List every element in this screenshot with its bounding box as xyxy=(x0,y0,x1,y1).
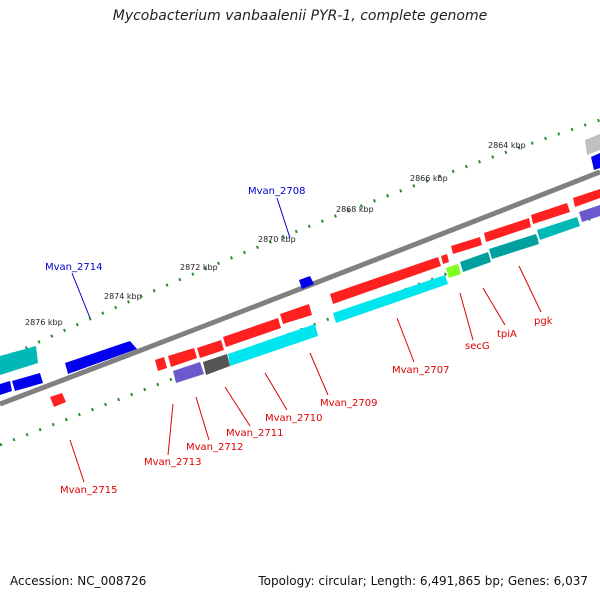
tick-label-2874: 2874 kbp xyxy=(104,292,142,301)
tick-label-2866: 2866 kbp xyxy=(410,174,448,183)
leader-lines-blue xyxy=(71,197,291,319)
gene-label-mvan-2710: Mvan_2710 xyxy=(265,413,322,424)
gene-mvan-2707-block xyxy=(330,257,441,304)
map-title: Mycobacterium vanbaalenii PYR-1, complet… xyxy=(112,8,488,24)
gene-red-3 xyxy=(451,237,482,254)
gene-label-pgk: pgk xyxy=(534,316,553,327)
gene-label-tpia: tpiA xyxy=(497,329,517,340)
gene-teal-1 xyxy=(460,252,491,272)
gene-cyan-1 xyxy=(333,275,448,323)
gene-label-mvan-2713: Mvan_2713 xyxy=(144,457,201,468)
gene-slate-right xyxy=(579,205,600,222)
gene-green-small xyxy=(446,264,461,278)
tick-label-2876: 2876 kbp xyxy=(25,318,63,327)
gene-red-mid-3 xyxy=(197,340,224,358)
gene-label-mvan-2714: Mvan_2714 xyxy=(45,262,102,273)
tick-label-2870: 2870 kbp xyxy=(258,235,296,244)
gene-teal-2 xyxy=(489,234,539,259)
genome-summary: Topology: circular; Length: 6,491,865 bp… xyxy=(258,574,588,588)
gene-label-mvan-2707: Mvan_2707 xyxy=(392,365,449,376)
gene-cyan-left xyxy=(0,346,38,375)
gene-red-2715 xyxy=(50,393,66,407)
gene-blue-2714 xyxy=(65,341,137,374)
gene-label-mvan-2711: Mvan_2711 xyxy=(226,428,283,439)
gene-cyan-mid xyxy=(228,324,318,366)
gene-red-5 xyxy=(531,203,570,224)
gene-red-4 xyxy=(484,218,531,242)
gene-slate-mid xyxy=(173,362,204,383)
gene-red-6 xyxy=(573,189,600,207)
gene-label-mvan-2708: Mvan_2708 xyxy=(248,186,305,197)
gene-red-mid-5 xyxy=(155,357,167,371)
leader-lines xyxy=(69,265,542,483)
gene-label-mvan-2712: Mvan_2712 xyxy=(186,442,243,453)
gene-red-mid-4 xyxy=(168,348,197,367)
tick-label-2864: 2864 kbp xyxy=(488,141,526,150)
accession-label: Accession: NC_008726 xyxy=(10,574,147,588)
genome-backbone xyxy=(0,169,600,407)
gene-blue-2708 xyxy=(299,276,314,289)
gene-teal-3 xyxy=(537,217,580,240)
gene-blue-left-2 xyxy=(0,381,12,395)
gene-red-mid-1 xyxy=(223,318,281,347)
outer-dotted-arc xyxy=(0,118,600,362)
gene-blue-left-1 xyxy=(12,373,43,391)
gene-red-mid-2 xyxy=(280,304,312,324)
gene-red-small-1 xyxy=(441,254,449,264)
gene-label-secg: secG xyxy=(465,341,490,352)
gene-darkgray-mid xyxy=(203,354,230,375)
gene-label-mvan-2709: Mvan_2709 xyxy=(320,398,377,409)
tick-label-2868: 2868 kbp xyxy=(336,205,374,214)
gene-label-mvan-2715: Mvan_2715 xyxy=(60,485,117,496)
gene-silver xyxy=(585,134,600,155)
gene-blue-topright xyxy=(591,153,600,170)
tick-label-2872: 2872 kbp xyxy=(180,263,218,272)
